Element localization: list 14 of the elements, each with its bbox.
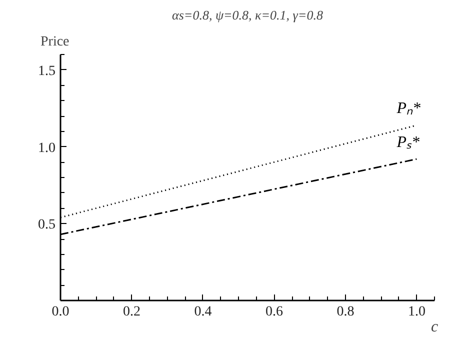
x-axis-title: c [430, 318, 438, 336]
x-tick-label: 0.4 [194, 304, 212, 320]
x-tick-label: 0.2 [122, 304, 140, 320]
y-tick-label: 1.5 [38, 64, 56, 79]
y-axis-title: Price [40, 34, 70, 50]
chart-title: αs=0.8, ψ=0.8, κ=0.1, γ=0.8 [172, 8, 324, 22]
x-tick-label: 0.0 [52, 304, 70, 320]
series-label: Pₛ* [396, 134, 420, 152]
x-tick-label: 0.8 [336, 304, 354, 320]
x-tick-label: 1.0 [408, 304, 426, 320]
x-tick-label: 0.6 [265, 304, 283, 320]
y-tick-label: 1.0 [38, 140, 56, 156]
y-tick-label: 0.5 [38, 218, 56, 233]
series-label: Pₙ* [396, 100, 420, 118]
